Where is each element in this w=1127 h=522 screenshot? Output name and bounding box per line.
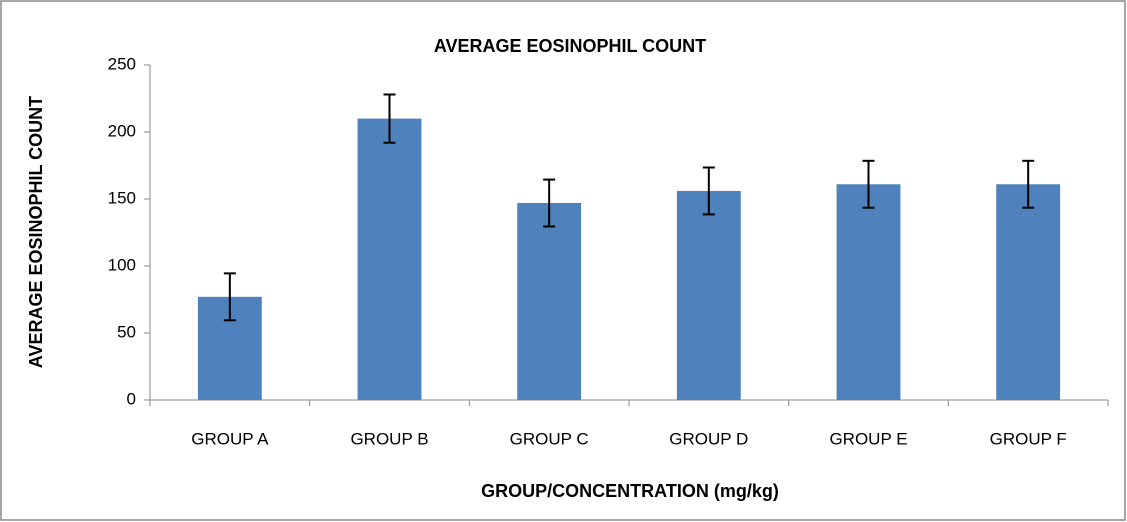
- y-tick-label: 100: [108, 255, 136, 274]
- y-tick-label: 50: [117, 322, 136, 341]
- y-axis-label: AVERAGE EOSINOPHIL COUNT: [26, 96, 46, 368]
- bar: [836, 184, 901, 400]
- bar: [517, 203, 582, 400]
- x-tick-label: GROUP D: [669, 429, 748, 448]
- y-tick-label: 0: [127, 389, 136, 408]
- y-tick-label: 200: [108, 121, 136, 140]
- x-axis-label: GROUP/CONCENTRATION (mg/kg): [481, 481, 779, 501]
- bar: [996, 184, 1061, 400]
- bar: [676, 190, 741, 400]
- x-tick-label: GROUP E: [829, 429, 907, 448]
- bar: [357, 118, 422, 400]
- x-tick-label: GROUP B: [350, 429, 428, 448]
- x-tick-label: GROUP F: [990, 429, 1067, 448]
- x-tick-label: GROUP A: [191, 429, 269, 448]
- x-tick-label: GROUP C: [510, 429, 589, 448]
- chart-title: AVERAGE EOSINOPHIL COUNT: [434, 36, 706, 56]
- y-tick-label: 250: [108, 54, 136, 73]
- y-tick-label: 150: [108, 188, 136, 207]
